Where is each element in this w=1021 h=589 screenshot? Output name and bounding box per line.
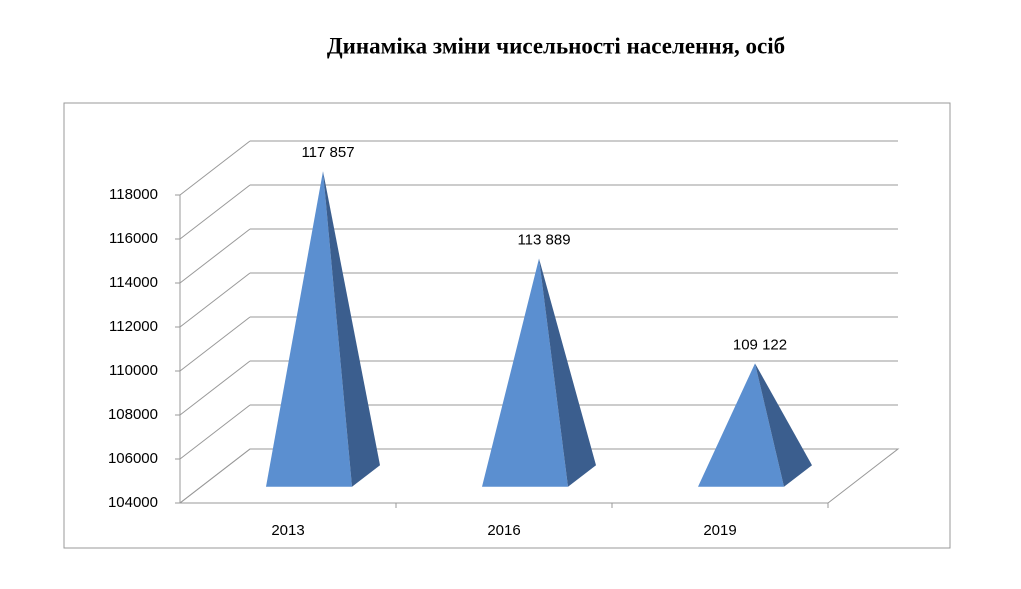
y-tick-label: 108000: [108, 406, 158, 423]
side-grid-line: [179, 316, 251, 372]
x-tick-label: 2013: [271, 522, 304, 539]
pyramid-side: [323, 171, 380, 487]
pyramid-front: [482, 258, 568, 487]
side-grid-line: [179, 228, 251, 284]
side-grid-line: [179, 184, 251, 240]
side-grid-line: [179, 360, 251, 416]
y-tick-label: 114000: [109, 274, 158, 291]
pyramid-front: [698, 363, 784, 487]
y-tick-label: 106000: [108, 450, 158, 467]
chart-title: Динаміка зміни чисельності населення, ос…: [327, 33, 785, 58]
x-tick-label: 2016: [487, 522, 520, 539]
side-grid-line: [179, 404, 251, 460]
pyramid-side: [755, 363, 812, 487]
y-tick-label: 104000: [108, 494, 158, 511]
y-tick-label: 118000: [109, 186, 158, 203]
y-tick-label: 116000: [109, 230, 158, 247]
y-tick-label: 110000: [109, 362, 158, 379]
data-label: 109 122: [733, 336, 787, 353]
side-grid-line: [179, 272, 251, 328]
data-label: 113 889: [517, 231, 570, 248]
x-tick-label: 2019: [703, 522, 736, 539]
data-label: 117 857: [301, 144, 354, 161]
side-grid-line: [179, 448, 251, 504]
pyramid-side: [539, 258, 596, 487]
pyramid-front: [266, 171, 352, 487]
side-grid-line: [179, 140, 251, 196]
y-tick-label: 112000: [109, 318, 158, 335]
